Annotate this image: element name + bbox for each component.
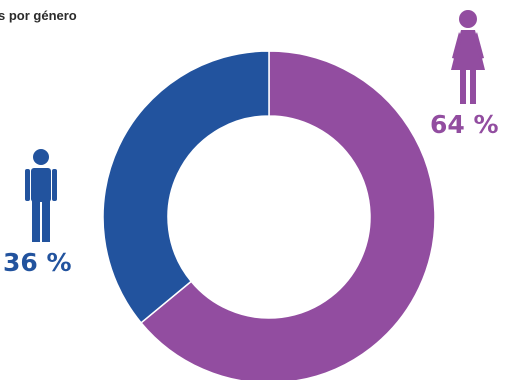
man-icon <box>25 149 57 242</box>
men-percentage-label: 36 % <box>3 248 72 277</box>
donut-slice-man <box>102 50 270 324</box>
women-percentage-label: 64 % <box>430 110 499 139</box>
woman-icon <box>451 10 485 104</box>
donut-slice-woman <box>140 50 436 380</box>
chart-title: s por género <box>0 8 77 23</box>
